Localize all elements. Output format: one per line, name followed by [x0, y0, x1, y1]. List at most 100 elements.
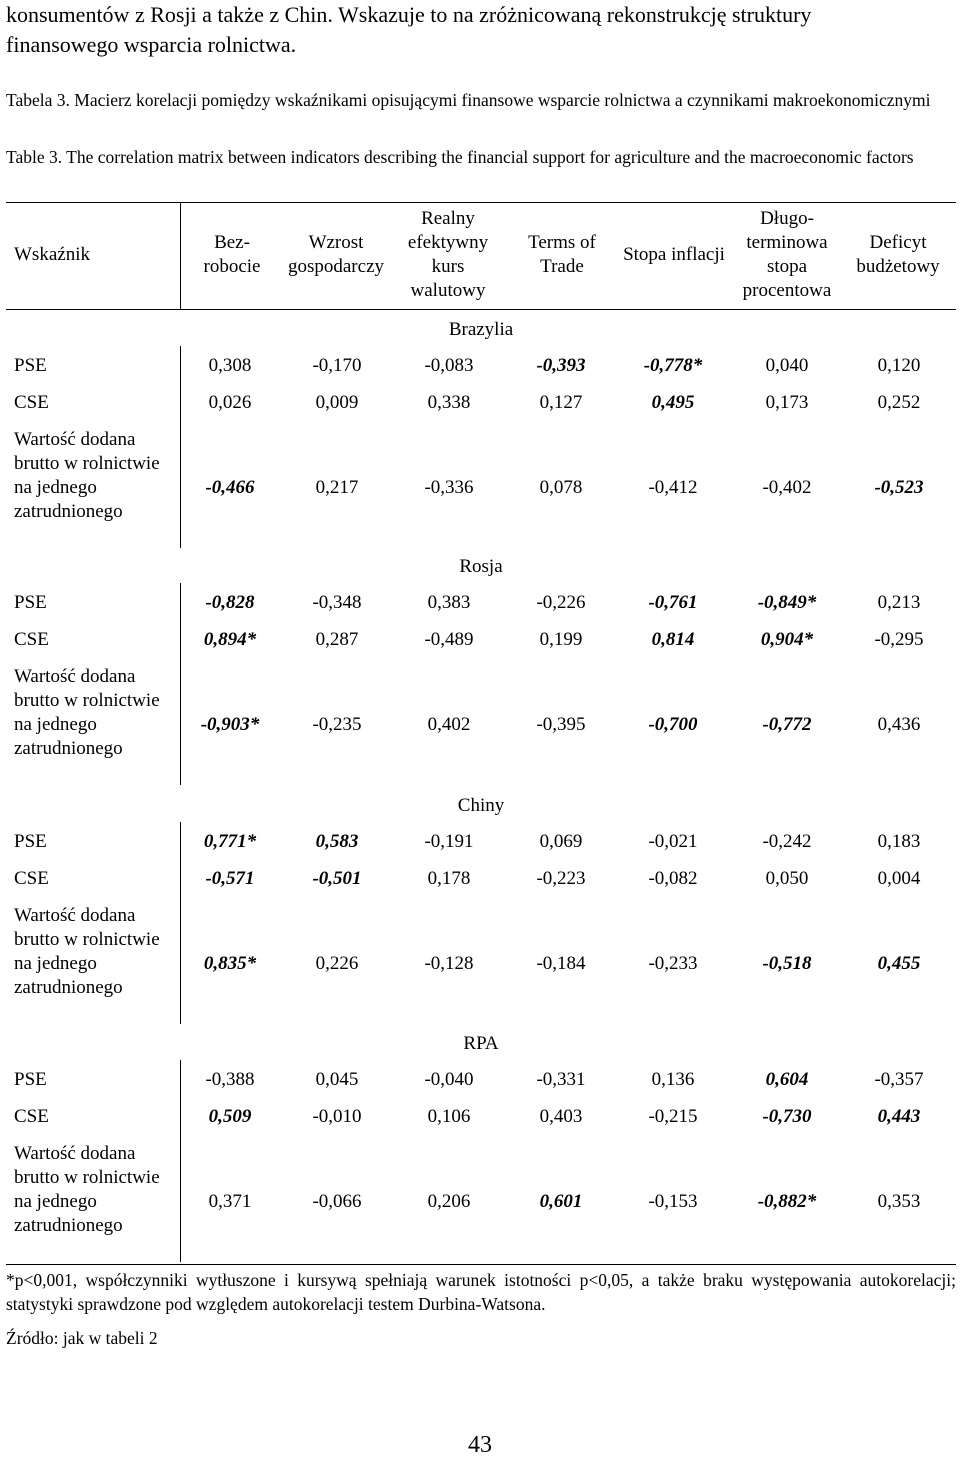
- source-note: Źródło: jak w tabeli 2: [6, 1328, 158, 1348]
- table-cell: 0,436: [877, 714, 921, 735]
- table-cell: -0,778*: [643, 355, 703, 376]
- table-cell: -0,849*: [757, 592, 817, 613]
- row-cse-label: CSE: [14, 392, 49, 413]
- intro-paragraph: konsumentów z Rosji a także z Chin. Wska…: [6, 0, 956, 60]
- row-value-added-label: Wartość dodana brutto w rolnictwie na je…: [14, 1143, 160, 1236]
- section-title: Rosja: [459, 556, 503, 577]
- table-cell: -0,066: [312, 1191, 362, 1212]
- table-cell: 0,371: [208, 1191, 252, 1212]
- table-cell: -0,571: [205, 868, 255, 889]
- table-cell: 0,069: [539, 831, 583, 852]
- table-cell: -0,501: [312, 868, 362, 889]
- table-cell: -0,357: [874, 1069, 924, 1090]
- table-cell: -0,466: [205, 477, 255, 498]
- table-cell: -0,191: [424, 831, 474, 852]
- table-cell: -0,393: [536, 355, 586, 376]
- row-cse-label: CSE: [14, 868, 49, 889]
- table-cell: -0,331: [536, 1069, 586, 1090]
- table-cell: -0,226: [536, 592, 586, 613]
- table-cell: 0,050: [765, 868, 809, 889]
- header-divider: [180, 202, 181, 309]
- table-cell: -0,828: [205, 592, 255, 613]
- table-cell: -0,523: [874, 477, 924, 498]
- table-cell: -0,882*: [757, 1191, 817, 1212]
- table-bottom-rule: [6, 1264, 956, 1265]
- table-cell: -0,170: [312, 355, 362, 376]
- table-cell: 0,026: [208, 392, 252, 413]
- table-cell: 0,443: [877, 1106, 921, 1127]
- table-cell: 0,183: [877, 831, 921, 852]
- table-cell: -0,412: [648, 477, 698, 498]
- table-cell: -0,903*: [200, 714, 260, 735]
- table-cell: 0,509: [208, 1106, 252, 1127]
- header-indicator: Wskaźnik: [14, 244, 90, 265]
- table-cell: 0,199: [539, 629, 583, 650]
- table-cell: 0,040: [765, 355, 809, 376]
- table-cell: 0,004: [877, 868, 921, 889]
- section-divider: [180, 583, 181, 785]
- table-cell: -0,700: [648, 714, 698, 735]
- table-cell: 0,771*: [203, 831, 257, 852]
- table-cell: -0,021: [648, 831, 698, 852]
- table-cell: 0,252: [877, 392, 921, 413]
- intro-line-2: finansowego wsparcia rolnictwa.: [6, 32, 297, 57]
- table-cell: -0,082: [648, 868, 698, 889]
- row-value-added-label: Wartość dodana brutto w rolnictwie na je…: [14, 666, 160, 759]
- table-cell: -0,184: [536, 953, 586, 974]
- table-cell: -0,388: [205, 1069, 255, 1090]
- table-cell: 0,009: [315, 392, 359, 413]
- table-cell: -0,336: [424, 477, 474, 498]
- table-caption-polish: Tabela 3. Macierz korelacji pomiędzy wsk…: [6, 90, 931, 110]
- table-cell: -0,040: [424, 1069, 474, 1090]
- table-cell: 0,495: [651, 392, 695, 413]
- table-cell: -0,772: [762, 714, 812, 735]
- table-cell: 0,206: [427, 1191, 471, 1212]
- table-cell: 0,213: [877, 592, 921, 613]
- table-cell: -0,295: [874, 629, 924, 650]
- table-cell: 0,583: [315, 831, 359, 852]
- row-pse-label: PSE: [14, 592, 47, 613]
- section-divider: [180, 822, 181, 1024]
- table-cell: -0,083: [424, 355, 474, 376]
- page-number: 43: [468, 1432, 492, 1458]
- table-cell: -0,730: [762, 1106, 812, 1127]
- table-cell: 0,106: [427, 1106, 471, 1127]
- table-cell: 0,120: [877, 355, 921, 376]
- header-long-term-interest-rate: Długo- terminowa stopa procentowa: [742, 208, 832, 301]
- row-cse-label: CSE: [14, 629, 49, 650]
- table-cell: 0,383: [427, 592, 471, 613]
- table-cell: -0,215: [648, 1106, 698, 1127]
- table-cell: -0,223: [536, 868, 586, 889]
- table-cell: 0,178: [427, 868, 471, 889]
- table-cell: -0,010: [312, 1106, 362, 1127]
- table-footnote: *p<0,001, współczynniki wytłuszone i kur…: [6, 1270, 956, 1314]
- header-unemployment: Bez- robocie: [203, 232, 261, 277]
- row-value-added-label: Wartość dodana brutto w rolnictwie na je…: [14, 905, 160, 998]
- section-title: RPA: [463, 1033, 499, 1054]
- header-real-exchange-rate: Realny efektywny kurs walutowy: [407, 208, 489, 301]
- header-terms-of-trade: Terms of Trade: [528, 232, 596, 277]
- table-cell: 0,353: [877, 1191, 921, 1212]
- table-cell: 0,403: [539, 1106, 583, 1127]
- table-cell: -0,233: [648, 953, 698, 974]
- section-title: Brazylia: [448, 319, 514, 340]
- table-cell: -0,761: [648, 592, 698, 613]
- table-cell: -0,242: [762, 831, 812, 852]
- row-pse-label: PSE: [14, 831, 47, 852]
- section-title: Chiny: [457, 795, 505, 816]
- header-economic-growth: Wzrost gospodarczy: [287, 232, 385, 277]
- row-pse-label: PSE: [14, 1069, 47, 1090]
- table-cell: 0,814: [651, 629, 695, 650]
- row-cse-label: CSE: [14, 1106, 49, 1127]
- table-cell: 0,045: [315, 1069, 359, 1090]
- table-cell: 0,601: [539, 1191, 583, 1212]
- table-cell: 0,078: [539, 477, 583, 498]
- table-cell: -0,402: [762, 477, 812, 498]
- table-cell: 0,338: [427, 392, 471, 413]
- section-divider: [180, 346, 181, 548]
- row-pse-label: PSE: [14, 355, 47, 376]
- table-cell: -0,235: [312, 714, 362, 735]
- table-top-rule: [6, 202, 956, 203]
- section-divider: [180, 1060, 181, 1262]
- table-cell: -0,518: [762, 953, 812, 974]
